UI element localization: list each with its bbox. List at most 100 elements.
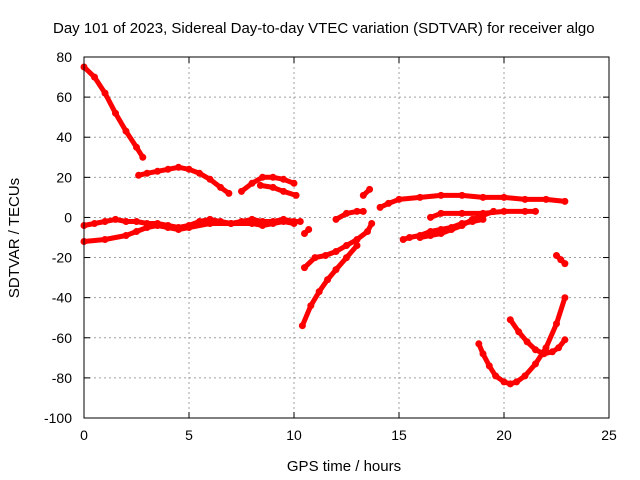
data-point (532, 207, 539, 215)
data-point (532, 346, 539, 354)
data-point (280, 187, 287, 195)
data-point (437, 191, 445, 199)
data-point (238, 187, 245, 195)
data-point (296, 218, 304, 225)
data-point (561, 336, 569, 344)
data-point (280, 218, 287, 225)
tick-layer: 0 5 10 15 20 25 -100 -80 -60 -40 -20 0 20 40 60 80 (44, 49, 617, 443)
data-point (521, 195, 529, 203)
data-point (292, 191, 300, 199)
data-point (122, 218, 130, 225)
data-point (139, 153, 147, 161)
data-point (91, 220, 98, 227)
data-point (555, 344, 563, 352)
data-point (206, 175, 214, 183)
data-point (290, 220, 298, 227)
data-point (427, 232, 434, 239)
x-tick-label: 15 (391, 427, 407, 443)
data-point (364, 228, 371, 235)
data-point (485, 362, 493, 370)
data-point (416, 234, 424, 241)
series-2-track (136, 164, 232, 196)
data-point (500, 207, 508, 215)
y-tick-label: -100 (44, 410, 72, 426)
data-point (343, 254, 350, 262)
series-5-track (81, 216, 303, 230)
data-point (521, 207, 529, 215)
data-point (506, 316, 514, 324)
data-point (227, 220, 235, 227)
data-point (175, 163, 182, 171)
data-point (399, 236, 407, 243)
chart-title: Day 101 of 2023, Sidereal Day-to-day VTE… (53, 20, 595, 37)
y-tick-label: 20 (56, 169, 72, 185)
data-point (437, 209, 445, 217)
data-point (164, 224, 172, 231)
data-point (307, 302, 315, 310)
data-point (353, 242, 361, 249)
data-point (469, 215, 476, 223)
data-point (332, 266, 340, 274)
y-tick-label: -20 (52, 250, 72, 266)
data-point (298, 322, 306, 330)
data-point (196, 169, 203, 177)
data-point (542, 195, 550, 203)
data-point (290, 179, 298, 187)
data-point (185, 165, 193, 173)
x-tick-label: 25 (601, 427, 617, 443)
data-point (548, 348, 556, 356)
data-point (500, 378, 508, 386)
data-point (448, 226, 455, 233)
data-point (458, 222, 466, 229)
data-layer (80, 63, 569, 388)
data-point (269, 173, 277, 181)
y-tick-label: 80 (56, 49, 72, 65)
data-point (143, 169, 151, 177)
data-point (225, 189, 233, 197)
data-point (540, 350, 548, 358)
y-axis-title: SDTVAR / TECUs (6, 178, 23, 298)
data-point (395, 195, 403, 203)
data-point (269, 220, 277, 227)
data-point (385, 199, 392, 207)
data-point (206, 220, 214, 227)
data-point (492, 372, 500, 380)
data-point (259, 173, 266, 181)
data-point (479, 193, 487, 201)
y-tick-label: -80 (52, 370, 72, 386)
data-point (490, 207, 497, 215)
data-point (343, 242, 350, 249)
data-point (175, 226, 182, 233)
data-point (437, 230, 445, 237)
x-tick-label: 20 (496, 427, 512, 443)
data-point (343, 209, 350, 217)
data-point (458, 209, 466, 217)
data-point (185, 224, 193, 231)
data-point (280, 175, 287, 183)
data-point (133, 143, 140, 151)
data-point (366, 185, 374, 193)
x-tick-label: 5 (185, 427, 193, 443)
data-point (521, 372, 529, 380)
data-point (122, 232, 130, 239)
data-point (164, 165, 172, 173)
data-point (305, 226, 313, 233)
data-point (561, 260, 569, 268)
data-point (259, 222, 266, 229)
y-tick-label: -40 (52, 290, 72, 306)
data-point (301, 264, 308, 272)
data-point (133, 228, 140, 235)
x-tick-label: 0 (80, 427, 88, 443)
data-point (101, 218, 109, 225)
data-point (561, 197, 569, 205)
data-point (406, 234, 413, 241)
data-point (154, 167, 161, 175)
data-point (322, 252, 329, 259)
data-point (359, 207, 367, 215)
data-point (376, 203, 384, 211)
data-point (91, 73, 98, 81)
series-4-track (257, 182, 299, 198)
data-point (324, 276, 332, 284)
plot-frame (83, 56, 610, 419)
data-point (353, 207, 361, 215)
